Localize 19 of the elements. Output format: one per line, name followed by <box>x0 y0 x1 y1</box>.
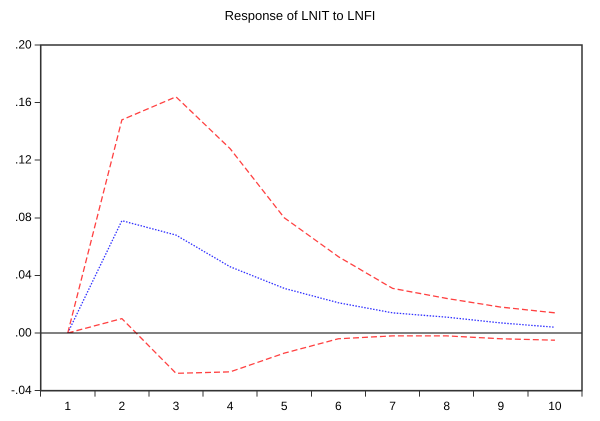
y-tick-label: .20 <box>14 37 32 52</box>
x-tick-label: 2 <box>118 399 126 414</box>
x-tick-label: 9 <box>497 399 504 414</box>
x-tick-label: 3 <box>172 399 180 414</box>
chart-title: Response of LNIT to LNFI <box>224 8 376 23</box>
y-tick-label: .00 <box>14 325 32 340</box>
x-tick-label: 1 <box>64 399 72 414</box>
x-tick-label: 5 <box>280 399 288 414</box>
y-tick-label: .12 <box>14 152 32 167</box>
x-tick-label: 8 <box>443 399 450 414</box>
y-tick-label: .08 <box>14 210 32 224</box>
line-series <box>67 220 556 334</box>
x-tick-label: 4 <box>226 399 234 414</box>
x-tick-label: 6 <box>335 399 342 414</box>
x-tick-label: 10 <box>548 399 562 414</box>
y-tick-label: -.04 <box>10 382 32 397</box>
x-tick-label: 7 <box>389 399 396 414</box>
y-tick-label: .04 <box>14 268 32 282</box>
y-tick-label: .16 <box>14 94 32 109</box>
